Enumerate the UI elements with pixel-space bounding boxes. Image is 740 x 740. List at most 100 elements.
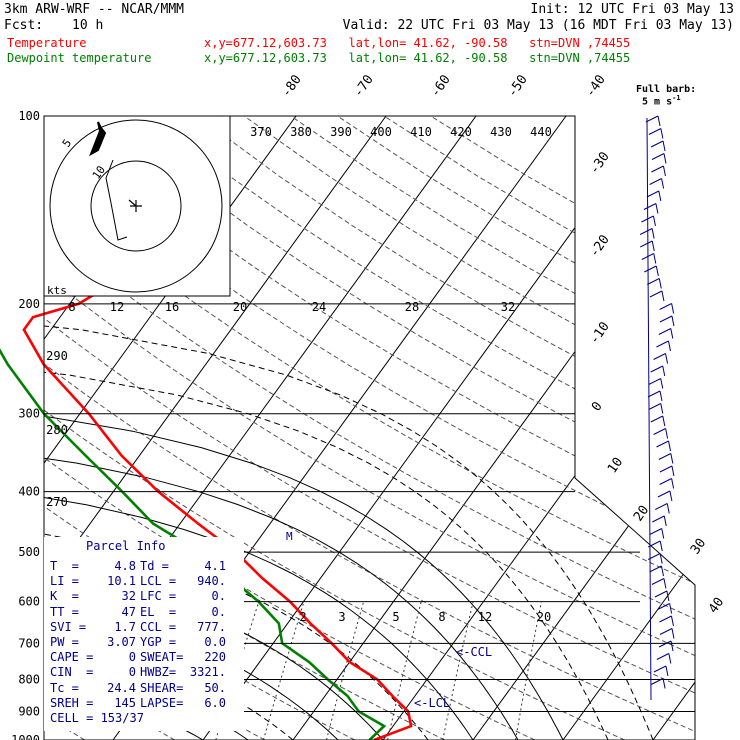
wind-barb-flag bbox=[661, 528, 665, 539]
hodo-speed-label: 28 bbox=[405, 300, 419, 314]
parcel-value: 940. bbox=[197, 574, 226, 589]
isotherm-label: -20 bbox=[587, 232, 613, 260]
hodo-speed-label: 32 bbox=[501, 300, 515, 314]
theta-side-label: 270 bbox=[46, 495, 68, 509]
wind-barb-flag bbox=[671, 478, 675, 489]
mixing-ratio-label: 12 bbox=[478, 610, 492, 624]
isotherm-line bbox=[652, 116, 695, 740]
valid-time: Valid: 22 UTC Fri 03 May 13 (16 MDT Fri … bbox=[342, 18, 734, 33]
wind-barb-flag bbox=[666, 503, 670, 514]
wind-barb bbox=[643, 203, 657, 210]
legend-temperature-info: x,y=677.12,603.73 lat,lon= 41.62, -90.58… bbox=[204, 36, 631, 50]
wind-barb bbox=[645, 115, 659, 123]
parcel-label: LAPSE= bbox=[140, 695, 184, 710]
parcel-title: Parcel Info bbox=[86, 539, 166, 553]
wind-barb-flag bbox=[663, 578, 667, 589]
isotherm-line bbox=[292, 116, 695, 740]
parcel-value: 6.0 bbox=[204, 695, 226, 710]
parcel-value: 0. bbox=[211, 589, 226, 604]
mixing-ratio-line bbox=[442, 601, 474, 740]
wind-barb bbox=[650, 678, 664, 685]
wind-barb-flag bbox=[652, 215, 656, 227]
pressure-label: 100 bbox=[18, 109, 40, 123]
wind-barbs bbox=[639, 115, 675, 701]
wind-barb-flag bbox=[671, 465, 675, 477]
pressure-label: 200 bbox=[18, 297, 40, 311]
wind-barb bbox=[649, 565, 662, 573]
wind-barb bbox=[650, 365, 663, 373]
hodo-speed-label: 24 bbox=[312, 300, 326, 314]
wind-barb bbox=[648, 128, 662, 135]
parcel-label: YGP = bbox=[140, 635, 177, 649]
wind-barb bbox=[649, 290, 663, 298]
wind-barb-flag bbox=[669, 490, 673, 502]
parcel-label: CCL = bbox=[140, 619, 177, 634]
parcel-value: 0 bbox=[128, 650, 136, 665]
dry-adiabat bbox=[290, 116, 695, 740]
hodo-speed-label: 12 bbox=[110, 300, 124, 314]
parcel-value: 4.1 bbox=[204, 559, 226, 573]
parcel-value: 0 bbox=[128, 665, 136, 680]
theta-label: 420 bbox=[450, 125, 472, 139]
parcel-label: Td = bbox=[140, 559, 169, 573]
pressure-label: 300 bbox=[18, 407, 40, 421]
parcel-value: 220 bbox=[204, 650, 226, 665]
wind-barb-flag bbox=[657, 115, 661, 127]
wind-barb-flag bbox=[662, 415, 666, 427]
hodo-speed-label: 20 bbox=[233, 300, 247, 314]
theta-label: 410 bbox=[410, 125, 432, 139]
theta-label: 440 bbox=[530, 125, 552, 139]
parcel-label: LI = bbox=[50, 574, 79, 589]
hodograph-center bbox=[128, 199, 142, 212]
wind-barb-flag bbox=[659, 553, 663, 564]
dry-adiabat bbox=[104, 116, 695, 740]
wind-barb bbox=[658, 640, 672, 648]
isotherm-line bbox=[382, 116, 695, 740]
wind-barb bbox=[653, 428, 666, 435]
pressure-label: 800 bbox=[18, 673, 40, 687]
parcel-value: 32 bbox=[121, 589, 136, 604]
parcel-value: 145 bbox=[114, 695, 136, 710]
wind-barb-flag bbox=[671, 315, 675, 327]
wind-barb bbox=[652, 515, 665, 523]
hodograph-ring-outer bbox=[49, 119, 223, 293]
wind-barb bbox=[656, 440, 669, 448]
wind-barb bbox=[659, 615, 672, 623]
wind-barb-flag bbox=[661, 290, 665, 302]
wind-barb-flag bbox=[667, 340, 671, 352]
parcel-value: 1.7 bbox=[114, 619, 136, 634]
isotherm-label: -40 bbox=[583, 72, 609, 100]
wind-barb bbox=[650, 140, 664, 148]
wind-barb bbox=[650, 415, 664, 423]
fcst-label: Fcst: bbox=[4, 18, 44, 33]
wind-barb bbox=[656, 340, 669, 348]
wind-barb bbox=[641, 253, 654, 260]
wind-barb bbox=[659, 315, 673, 323]
pressure-label: 600 bbox=[18, 595, 40, 609]
parcel-value: 47 bbox=[121, 604, 136, 619]
parcel-label: LCL = bbox=[140, 574, 177, 589]
wind-barb-flag bbox=[663, 153, 667, 164]
legend-temperature-name: Temperature bbox=[7, 36, 87, 50]
wind-barb-flag bbox=[661, 178, 665, 189]
wind-barb-flag bbox=[651, 240, 655, 252]
mixing-ratio-line bbox=[215, 601, 260, 740]
mixing-ratio-label: 20 bbox=[537, 610, 551, 624]
wind-barb-flag bbox=[662, 165, 666, 177]
wind-barb bbox=[646, 190, 660, 198]
parcel-value: 3321. bbox=[189, 665, 226, 680]
wind-barb-flag bbox=[666, 590, 670, 602]
wind-barb bbox=[658, 328, 672, 335]
parcel-label: SREH = bbox=[50, 695, 94, 710]
wind-barb bbox=[644, 265, 657, 273]
hodograph-ring-label: 10 bbox=[90, 163, 108, 181]
dry-adiabat bbox=[44, 116, 445, 740]
isotherm-line bbox=[472, 116, 695, 740]
hodograph-trace-top bbox=[89, 121, 107, 157]
pressure-label: 1000 bbox=[11, 733, 40, 740]
wind-barb-flag bbox=[670, 640, 674, 652]
isotherm-label: 20 bbox=[631, 503, 652, 524]
wind-barb-flag bbox=[665, 428, 669, 439]
isotherm-line bbox=[562, 116, 695, 740]
wind-barb-flag bbox=[671, 628, 675, 639]
